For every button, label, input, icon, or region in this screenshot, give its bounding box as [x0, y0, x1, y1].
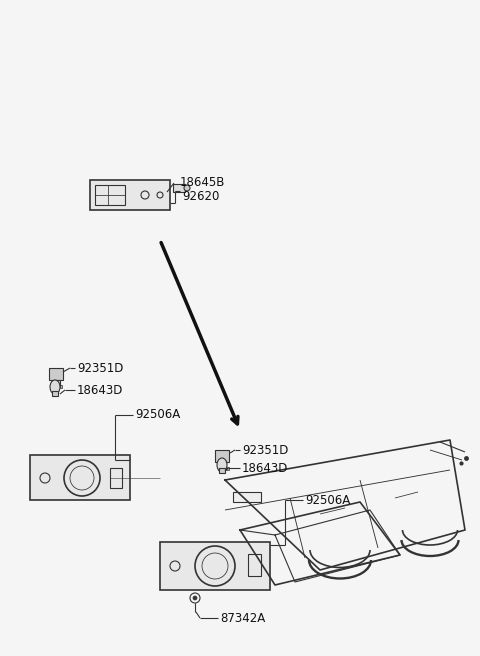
Bar — [218, 461, 226, 468]
Bar — [160, 542, 270, 590]
Bar — [221, 467, 223, 470]
Text: 18643D: 18643D — [242, 462, 288, 474]
Bar — [248, 554, 261, 576]
Bar — [52, 391, 58, 396]
Text: 92620: 92620 — [182, 190, 219, 203]
Bar — [54, 385, 56, 388]
Bar — [227, 467, 229, 470]
Bar — [90, 180, 170, 210]
Bar — [233, 492, 261, 502]
Text: 92351D: 92351D — [77, 361, 123, 375]
Bar — [51, 385, 53, 388]
Bar — [60, 385, 62, 388]
Bar — [95, 185, 125, 205]
Text: 18645B: 18645B — [180, 176, 226, 190]
Bar — [110, 468, 122, 488]
Ellipse shape — [184, 185, 190, 191]
Ellipse shape — [50, 380, 60, 394]
Bar — [49, 368, 63, 380]
Ellipse shape — [217, 458, 227, 472]
Text: 18643D: 18643D — [77, 384, 123, 396]
Bar — [30, 455, 130, 500]
Text: 92506A: 92506A — [135, 409, 180, 422]
Bar — [224, 467, 226, 470]
Text: 92351D: 92351D — [242, 443, 288, 457]
Bar — [215, 450, 229, 462]
Bar — [219, 468, 225, 473]
Circle shape — [193, 596, 197, 600]
Bar — [173, 184, 185, 192]
Bar — [52, 380, 60, 386]
Bar — [57, 385, 59, 388]
Text: 87342A: 87342A — [220, 611, 265, 625]
Text: 92506A: 92506A — [305, 493, 350, 506]
Bar — [218, 467, 220, 470]
